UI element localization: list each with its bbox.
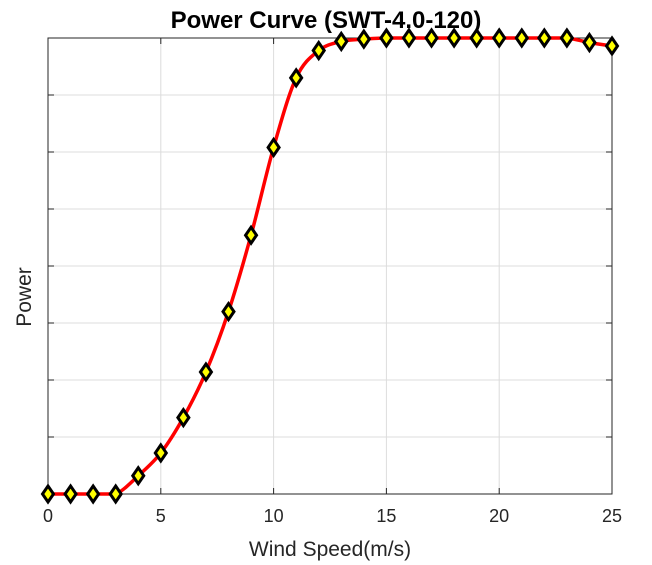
data-point-marker — [604, 35, 620, 57]
x-tick-label: 0 — [43, 506, 53, 526]
data-point-marker — [582, 31, 597, 54]
data-point-marker — [221, 300, 236, 323]
data-point-marker — [514, 27, 530, 49]
data-point-marker — [311, 39, 327, 62]
data-point-marker — [491, 27, 507, 49]
y-axis-label: Power — [13, 267, 36, 327]
data-point-marker — [85, 483, 101, 505]
data-point-marker — [153, 442, 169, 464]
data-point-marker — [198, 361, 214, 383]
data-point-marker — [536, 27, 552, 49]
chart-title: Power Curve (SWT-4.0-120) — [171, 7, 482, 34]
data-point-marker — [63, 483, 78, 505]
data-point-marker — [469, 27, 484, 49]
x-tick-label: 25 — [602, 506, 622, 526]
x-axis-label: Wind Speed(m/s) — [249, 538, 411, 561]
data-point-marker — [401, 27, 417, 49]
grid-layer — [48, 38, 612, 494]
data-point-marker — [243, 224, 259, 246]
data-point-marker — [446, 27, 462, 49]
data-point-marker — [356, 28, 372, 50]
data-point-marker — [288, 67, 304, 89]
data-point-marker — [266, 136, 281, 159]
x-tick-label: 15 — [376, 506, 396, 526]
data-point-marker — [40, 483, 56, 505]
series-layer — [40, 27, 620, 505]
data-point-marker — [130, 465, 146, 487]
data-point-marker — [176, 406, 191, 429]
data-point-marker — [333, 30, 349, 53]
data-point-marker — [424, 27, 439, 49]
x-tick-label: 10 — [264, 506, 284, 526]
x-tick-label: 20 — [489, 506, 509, 526]
x-tick-label: 5 — [156, 506, 166, 526]
data-point-marker — [108, 483, 124, 505]
data-point-marker — [379, 27, 394, 49]
data-point-marker — [559, 27, 575, 49]
